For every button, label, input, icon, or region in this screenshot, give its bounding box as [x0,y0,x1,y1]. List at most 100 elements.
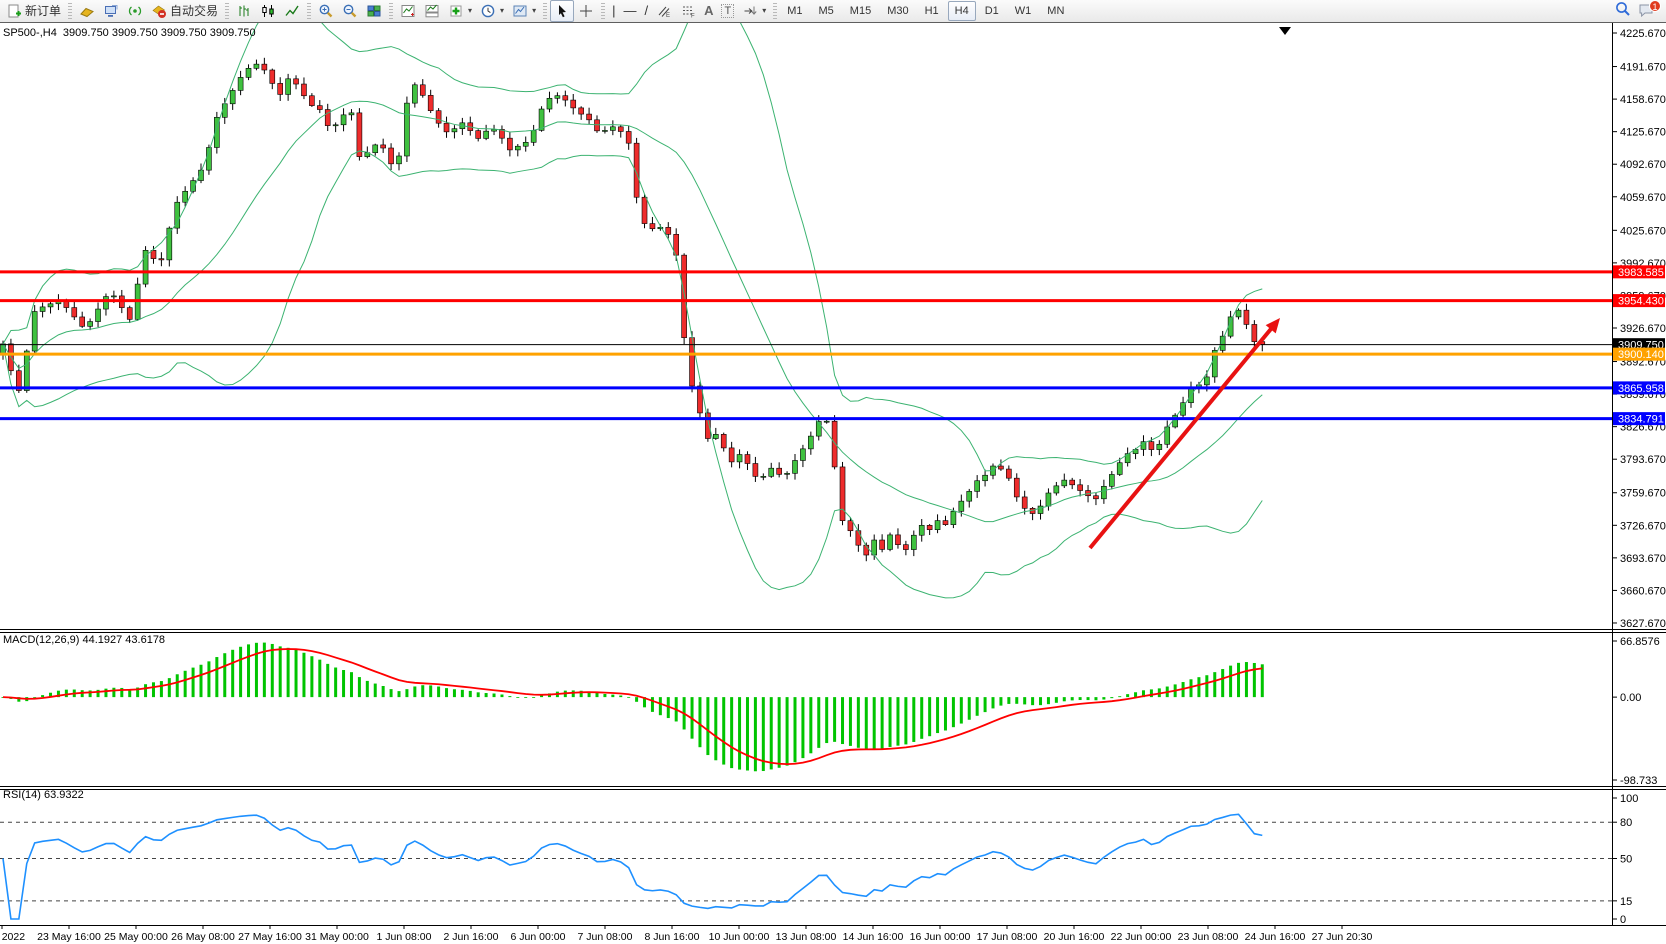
timeframe-button-M1[interactable]: M1 [787,5,803,17]
chevron-down-icon: ▾ [762,6,767,15]
price-marker-value: 3900.140 [1618,349,1664,361]
text-tool[interactable]: A [700,0,717,22]
candle-body [245,68,252,78]
candle-body [1053,485,1060,494]
candle-body [1061,479,1068,487]
macd-histogram-bar [231,649,235,698]
macd-histogram-bar [1229,665,1233,698]
candle-body [435,110,442,124]
zoom-out-button[interactable] [338,0,362,22]
candle-body [950,510,957,525]
trend-arrow-head[interactable] [1265,318,1280,334]
timeframe-button-W1[interactable]: W1 [1014,5,1032,17]
horizontal-line-tool[interactable]: — [619,0,640,22]
candle-body [1235,309,1242,318]
macd-histogram-bar [1023,697,1027,705]
candle-body [1116,462,1123,475]
candle-body [237,77,244,91]
crosshair-tool-button[interactable] [574,0,598,22]
vertical-line-tool[interactable]: | [608,0,619,22]
candle-body [1109,474,1115,487]
candlestick-chart-button[interactable] [256,0,280,22]
macd-tick-label: 0.00 [1620,692,1641,704]
new-order-label: 新订单 [25,4,62,18]
candle-body [926,525,933,530]
macd-histogram-bar [516,697,520,698]
timeframe-button-D1[interactable]: D1 [984,5,999,17]
rsi-tick-label: 100 [1620,793,1638,805]
candle-body [594,119,600,132]
macd-histogram-bar [500,694,504,698]
search-icon[interactable] [1614,0,1632,23]
add-indicator-dropdown[interactable]: ▾ [444,0,476,22]
macd-histogram-bar [738,697,742,770]
bollinger-band-middle [2,100,1263,523]
candle-body [1204,376,1210,386]
candle-body [103,296,109,310]
timeframe-button-H4[interactable]: H4 [947,1,976,21]
macd-histogram-bar [888,697,892,747]
templates-dropdown[interactable]: ▾ [508,0,540,22]
candle-body [617,126,624,132]
macd-histogram-bar [1197,677,1201,698]
tile-windows-button[interactable] [362,0,386,22]
macd-histogram-bar [207,661,211,698]
macd-histogram-bar [579,690,583,698]
profiles-button[interactable] [75,0,99,22]
macd-histogram-bar [999,697,1003,706]
periods-dropdown[interactable]: ▾ [476,0,508,22]
timeframe-button-M15[interactable]: M15 [849,5,872,17]
arrows-dropdown[interactable]: ▾ [738,0,770,22]
trendline-tool[interactable]: / [640,0,652,22]
terminal-button[interactable] [99,0,123,22]
time-tick-label: 17 Jun 08:00 [977,931,1038,943]
channel-tool[interactable]: E [652,0,676,22]
candle-body [1140,441,1147,450]
price-tick-label: 3660.670 [1620,585,1666,597]
zoom-in-button[interactable] [314,0,338,22]
rsi-indicator-label: RSI(14) 63.9322 [3,789,84,801]
macd-histogram-bar [571,690,575,698]
macd-histogram-bar [825,697,829,744]
macd-histogram-bar [294,649,298,698]
new-order-button[interactable]: 新订单 [2,0,65,22]
candle-body [111,295,117,298]
notifications-button[interactable]: 1 [1638,0,1661,21]
bar-chart-button[interactable] [232,0,256,22]
macd-histogram-bar [666,697,670,719]
price-tick-label: 4092.670 [1620,159,1666,171]
timeframe-button-MN[interactable]: MN [1047,5,1065,17]
autotrading-stop-icon [151,3,167,19]
macd-histogram-bar [88,690,92,698]
chart-shift-marker[interactable] [1279,27,1291,35]
trend-arrow-line[interactable] [1088,323,1276,550]
price-tick-label: 3793.670 [1620,454,1666,466]
label-tool[interactable]: T [717,0,738,22]
candle-body [285,78,291,95]
fibonacci-tool[interactable]: F [676,0,700,22]
autotrading-button[interactable]: 自动交易 [147,0,222,22]
macd-histogram-bar [833,697,837,742]
vertical-line-icon: | [612,3,616,18]
candle-body [39,306,46,312]
macd-histogram-bar [239,646,243,698]
line-chart-button[interactable] [280,0,304,22]
cursor-tool-button[interactable] [550,0,575,22]
indicator-subwindow-button[interactable] [420,0,444,22]
candle-body [887,534,893,550]
candle-body [443,122,450,133]
signals-button[interactable] [123,0,147,22]
timeframe-button-M30[interactable]: M30 [887,5,909,17]
time-tick-label: 16 Jun 00:00 [910,931,971,943]
timeframe-button-H1[interactable]: H1 [924,5,939,17]
macd-histogram-bar [429,685,433,698]
timeframe-button-M5[interactable]: M5 [818,5,834,17]
macd-histogram-bar [199,664,203,698]
indicator-window-button[interactable] [396,0,420,22]
macd-histogram-bar [381,685,385,698]
candle-body [229,90,236,105]
candle-body [1013,477,1020,498]
candle-body [665,227,672,235]
candle-body [1180,402,1186,416]
